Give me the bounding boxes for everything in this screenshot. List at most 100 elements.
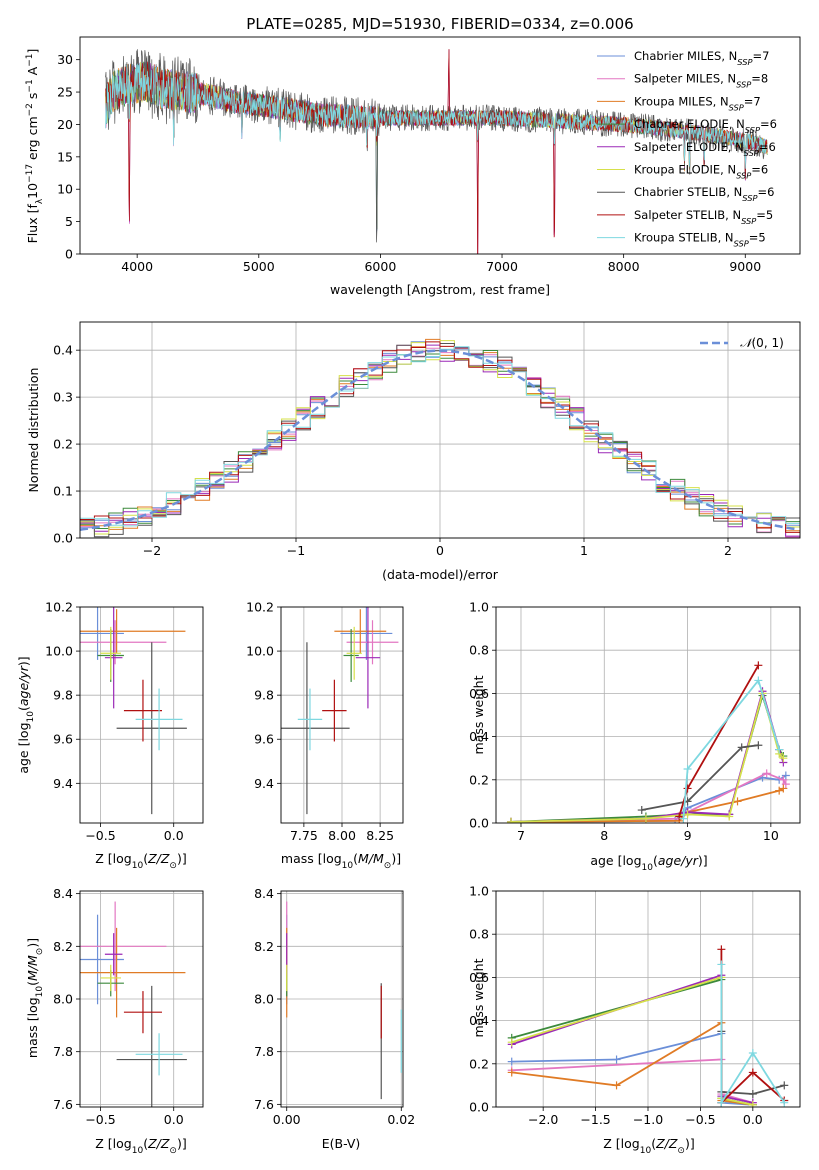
label-part: )] bbox=[685, 1136, 695, 1151]
weight-marker bbox=[780, 1098, 789, 1107]
plot-area bbox=[80, 338, 800, 538]
tick-label-y: 0.3 bbox=[53, 390, 73, 405]
label-part: erg cm bbox=[25, 116, 40, 164]
label-part: Z [log bbox=[95, 851, 131, 866]
label-part: Chabrier STELIB, N bbox=[634, 185, 742, 199]
tick-label-y: 10.2 bbox=[45, 600, 73, 615]
label-part: ( bbox=[143, 851, 148, 866]
label-part: ] bbox=[25, 49, 40, 54]
tick-label-y: 8.2 bbox=[53, 939, 73, 954]
label-part: Kroupa ELODIE, N bbox=[634, 163, 736, 177]
label-part: age/yr bbox=[658, 853, 699, 868]
weight-marker bbox=[507, 1068, 516, 1077]
axis-label-x: Z [log10(Z/Z⊙)] bbox=[95, 1136, 186, 1156]
label-part: =6 bbox=[760, 117, 777, 131]
tick-label-y: 10.0 bbox=[246, 644, 274, 659]
label-part: −1 bbox=[25, 54, 35, 67]
axis-label-y: mass weight bbox=[471, 675, 486, 754]
weight-marker bbox=[748, 1068, 757, 1077]
weight-marker bbox=[748, 1090, 757, 1099]
tick-label-x: 6000 bbox=[364, 259, 396, 274]
label-part: )] bbox=[16, 656, 31, 666]
plot-area bbox=[281, 607, 399, 815]
label-part: ( bbox=[16, 706, 31, 711]
legend-label: Salpeter STELIB, NSSP=5 bbox=[634, 208, 773, 226]
tick-label-x: 0.0 bbox=[164, 1112, 184, 1127]
label-part: Z [log bbox=[603, 1136, 639, 1151]
tick-label-x: −2 bbox=[143, 543, 161, 558]
tick-label-y: 8.0 bbox=[254, 992, 274, 1007]
tick-label-x: 8 bbox=[600, 828, 608, 843]
tick-label-y: 7.8 bbox=[254, 1044, 274, 1059]
weight-line bbox=[511, 978, 753, 1106]
label-part: Chabrier ELODIE, N bbox=[634, 117, 745, 131]
weight-line bbox=[511, 973, 753, 1104]
weight-marker bbox=[641, 814, 650, 823]
weight-line bbox=[510, 687, 785, 823]
weight-marker bbox=[781, 780, 790, 789]
tick-label-y: 0 bbox=[65, 247, 73, 262]
label-part: ( bbox=[353, 851, 358, 866]
tick-label-y: 1.0 bbox=[469, 600, 489, 615]
legend-label: Salpeter MILES, NSSP=8 bbox=[634, 72, 768, 90]
spectrum-line bbox=[105, 63, 768, 169]
tick-label-x: 10 bbox=[763, 828, 779, 843]
tick-label-y: 20 bbox=[57, 117, 73, 132]
axes-frame bbox=[280, 606, 404, 824]
legend-label: 𝒩(0, 1) bbox=[740, 336, 784, 350]
label-part: Z/Z bbox=[655, 1136, 678, 1151]
label-part: =6 bbox=[751, 163, 768, 177]
plot-area bbox=[507, 945, 789, 1107]
label-part: Kroupa MILES, N bbox=[634, 94, 729, 108]
spectrum-line bbox=[105, 49, 768, 254]
tick-label-y: 7.8 bbox=[53, 1044, 73, 1059]
label-part: SSP bbox=[745, 125, 760, 135]
tick-label-y: 7.6 bbox=[254, 1097, 274, 1112]
tick-label-y: 10.2 bbox=[246, 600, 274, 615]
weight-marker bbox=[679, 814, 688, 823]
label-part: Chabrier MILES, N bbox=[634, 49, 737, 63]
tick-label-y: 8.4 bbox=[254, 886, 274, 901]
plot-area bbox=[105, 49, 768, 254]
tick-label-x: −1 bbox=[287, 543, 305, 558]
label-part: ( bbox=[651, 1136, 656, 1151]
axes-age_vs_Z: −0.5 0.0 9.4 9.6 9.8 10.0 10.2 bbox=[45, 600, 204, 843]
label-part: =5 bbox=[749, 231, 766, 245]
plot-area bbox=[80, 607, 187, 815]
figure-title: PLATE=0285, MJD=51930, FIBERID=0334, z=0… bbox=[246, 15, 633, 33]
tick-label-y: 0.6 bbox=[469, 686, 489, 701]
label-part: A bbox=[25, 66, 40, 79]
axes-frame bbox=[495, 606, 801, 824]
label-part: M/M bbox=[25, 955, 40, 981]
weight-line bbox=[720, 964, 786, 1106]
axis-label-y: Flux [fλ10−17 erg cm−2 s−1 A−1] bbox=[25, 49, 45, 244]
label-part: 10 bbox=[25, 183, 40, 199]
axes-mass_vs_Z: −0.5 0.0 7.6 7.8 8.0 8.2 8.4 bbox=[53, 886, 204, 1127]
tick-label-x: 9000 bbox=[729, 259, 761, 274]
label-part: Salpeter MILES, N bbox=[634, 72, 736, 86]
label-part: M/M bbox=[358, 851, 384, 866]
weight-line bbox=[510, 692, 785, 823]
weight-marker bbox=[725, 812, 734, 821]
label-part: age [log bbox=[16, 722, 31, 773]
tick-label-x: 7.75 bbox=[290, 828, 318, 843]
legend-label: Chabrier ELODIE, NSSP=6 bbox=[634, 117, 777, 135]
legend-label: Chabrier STELIB, NSSP=6 bbox=[634, 185, 774, 203]
tick-label-y: 25 bbox=[57, 85, 73, 100]
histogram-series bbox=[80, 341, 800, 533]
axis-label-y: age [log10(age/yr)] bbox=[16, 656, 36, 773]
tick-label-x: −0.5 bbox=[85, 1112, 115, 1127]
weight-line bbox=[511, 976, 753, 1106]
weight-marker bbox=[717, 1098, 726, 1107]
legend-label: Salpeter ELODIE, NSSP=6 bbox=[634, 140, 776, 158]
label-part: =6 bbox=[757, 185, 774, 199]
axis-label-y: mass [log10(M/M⊙)] bbox=[25, 938, 45, 1058]
legend-label: Kroupa STELIB, NSSP=5 bbox=[634, 231, 766, 249]
tick-label-x: −2.0 bbox=[528, 1112, 558, 1127]
weight-marker bbox=[506, 817, 515, 823]
axes-frame bbox=[280, 890, 404, 1108]
label-part: SSP bbox=[736, 80, 751, 90]
label-part: mass [log bbox=[281, 851, 342, 866]
axes-age_vs_mass: 7.75 8.00 8.25 9.4 9.6 9.8 10.0 10.2 bbox=[246, 600, 404, 843]
tick-label-x: 7000 bbox=[486, 259, 518, 274]
